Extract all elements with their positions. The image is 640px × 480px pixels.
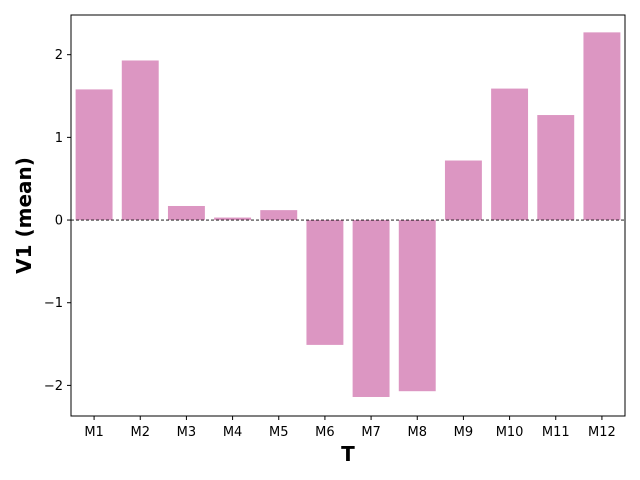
- bar-m11: [537, 115, 575, 221]
- x-axis-title: T: [341, 442, 355, 466]
- x-tick-label: M3: [177, 425, 197, 440]
- x-tick-label: M5: [269, 425, 289, 440]
- y-axis-title: V1 (mean): [12, 157, 36, 274]
- x-tick-label: M4: [223, 425, 243, 440]
- x-tick-label: M10: [496, 425, 524, 440]
- y-tick-label: −1: [44, 296, 63, 311]
- y-tick-label: 0: [55, 214, 63, 229]
- x-tick-label: M1: [84, 425, 104, 440]
- y-tick-label: −2: [44, 379, 63, 394]
- y-axis-ticks: −2 −1 0 1 2: [44, 48, 71, 394]
- bars-group: [75, 32, 621, 397]
- x-tick-label: M11: [542, 425, 570, 440]
- y-tick-label: 2: [55, 48, 63, 63]
- x-tick-label: M8: [408, 425, 428, 440]
- bar-m2: [121, 60, 159, 221]
- x-tick-label: M2: [131, 425, 151, 440]
- x-tick-label: M9: [454, 425, 474, 440]
- bar-m6: [306, 220, 344, 345]
- y-tick-label: 1: [55, 131, 63, 146]
- plot-frame: [70, 14, 626, 417]
- bar-m9: [444, 160, 482, 221]
- bar-m3: [167, 205, 205, 221]
- x-tick-label: M6: [315, 425, 335, 440]
- x-tick-label: M7: [361, 425, 381, 440]
- bar-m7: [352, 220, 390, 397]
- bar-m1: [75, 89, 113, 221]
- bar-m12: [583, 32, 621, 221]
- x-axis-ticks: M1 M2 M3 M4 M5 M6 M7 M8 M9 M10 M11 M12: [84, 416, 616, 440]
- bar-m8: [398, 220, 436, 392]
- bar-m10: [491, 88, 529, 221]
- x-tick-label: M12: [588, 425, 616, 440]
- bar-m5: [260, 210, 298, 221]
- bar-m4: [214, 217, 252, 221]
